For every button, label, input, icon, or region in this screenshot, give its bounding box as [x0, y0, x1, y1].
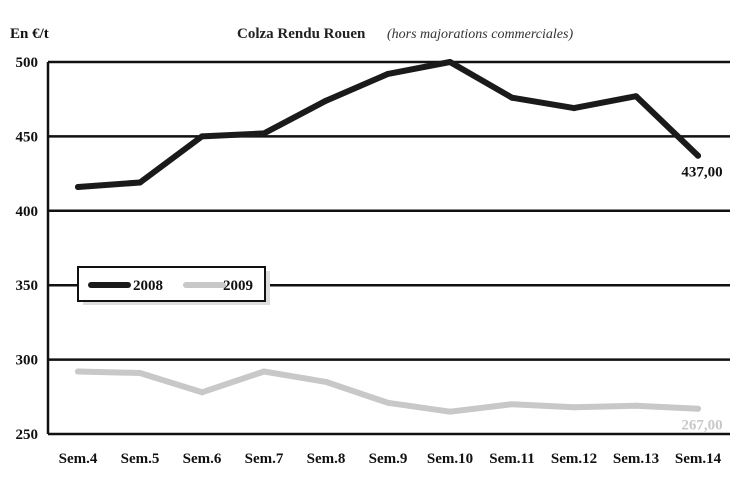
x-tick-label-2: Sem.5	[121, 451, 160, 467]
data-point-2009-7	[447, 408, 453, 415]
data-point-2008-5	[323, 97, 329, 104]
x-tick-label-6: Sem.9	[369, 451, 408, 467]
y-tick-label-350: 350	[16, 278, 39, 294]
data-point-2008-1	[75, 183, 81, 190]
y-tick-label-250: 250	[16, 427, 39, 443]
x-tick-labels: Sem.4 Sem.5 Sem.6 Sem.7 Sem.8 Sem.9 Sem.10 Sem.…	[59, 451, 722, 467]
data-point-2008-7	[447, 59, 453, 65]
data-point-2009-5	[323, 378, 329, 385]
x-tick-label-7: Sem.10	[427, 451, 473, 467]
data-point-2008-9	[571, 105, 577, 112]
y-tick-label-400: 400	[16, 204, 39, 220]
x-tick-label-1: Sem.4	[59, 451, 98, 467]
y-tick-label-300: 300	[16, 353, 39, 369]
legend-label-2008: 2008	[133, 278, 163, 294]
x-tick-label-9: Sem.12	[551, 451, 597, 467]
end-label-2008: 437,00	[681, 165, 722, 181]
x-tick-label-3: Sem.6	[183, 451, 222, 467]
data-point-2009-3	[199, 389, 205, 396]
data-point-2009-9	[571, 404, 577, 411]
data-point-2008-3	[199, 133, 205, 140]
x-tick-label-4: Sem.7	[245, 451, 284, 467]
y-tick-label-450: 450	[16, 129, 39, 145]
data-point-2009-1	[75, 368, 81, 375]
x-tick-label-5: Sem.8	[307, 451, 346, 467]
gridlines	[48, 60, 730, 361]
x-tick-label-8: Sem.11	[489, 451, 534, 467]
x-tick-label-11: Sem.14	[675, 451, 722, 467]
data-point-2008-10	[633, 93, 639, 100]
data-point-2009-2	[137, 369, 143, 376]
data-point-2008-6	[385, 70, 391, 77]
data-point-2009-4	[261, 368, 267, 375]
data-point-2009-6	[385, 399, 391, 406]
end-labels: 437,00 267,00	[681, 165, 722, 434]
y-axis-label: En €/t	[10, 26, 49, 42]
series-line-2008	[75, 59, 701, 190]
series-lines	[75, 59, 701, 415]
data-point-2009-8	[509, 401, 515, 408]
data-point-2008-2	[137, 179, 143, 186]
chart-subtitle: (hors majorations commerciales)	[387, 27, 573, 42]
data-point-2009-11	[695, 405, 701, 412]
x-tick-label-10: Sem.13	[613, 451, 659, 467]
y-tick-label-500: 500	[16, 55, 39, 71]
data-point-2008-8	[509, 94, 515, 101]
data-point-2008-11	[695, 152, 701, 159]
chart-title: Colza Rendu Rouen	[237, 26, 366, 42]
data-point-2009-10	[633, 402, 639, 409]
data-point-2008-4	[261, 130, 267, 137]
axes	[46, 62, 730, 436]
legend: 2008 2009	[77, 266, 270, 305]
y-tick-labels: 250 300 350 400 450 500	[16, 55, 39, 443]
end-label-2009: 267,00	[681, 418, 722, 434]
legend-label-2009: 2009	[223, 278, 253, 294]
